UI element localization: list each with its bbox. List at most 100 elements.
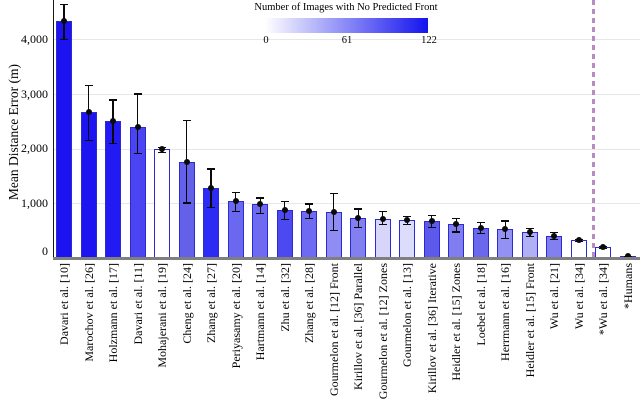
bar (56, 20, 72, 258)
mean-dot (600, 244, 607, 250)
error-cap-bottom (109, 143, 117, 145)
x-tick-label-text: Marochov et al. [26] (81, 263, 96, 362)
error-cap-bottom (84, 139, 93, 142)
error-cap-bottom (452, 231, 461, 233)
mean-dot (159, 146, 166, 152)
x-tick-label: Mohajerani et al. [19] (155, 263, 169, 411)
error-cap-bottom (403, 224, 412, 226)
divider-dashed-line (592, 0, 595, 257)
error-cap-top (525, 227, 534, 230)
x-tick-label: Kirillov et al. [36] Parallel (351, 263, 365, 411)
error-cap-top (231, 191, 240, 194)
mean-dot (453, 221, 460, 228)
gridline (53, 39, 640, 40)
error-cap-top (305, 203, 314, 205)
x-tick-label-text: Wu et al. [34] (571, 263, 586, 330)
error-cap-bottom (207, 207, 216, 209)
mean-dot (625, 253, 631, 260)
error-cap-top (452, 218, 461, 220)
error-cap-bottom (501, 237, 510, 240)
mean-dot (379, 216, 386, 223)
error-cap-bottom (550, 238, 559, 241)
error-cap-bottom (133, 152, 142, 155)
mean-dot (502, 226, 509, 232)
x-tick-label: Gourmelon et al. [12] Zones (376, 263, 390, 411)
x-tick-label: Kirillov et al. [36] Iterative (425, 263, 439, 411)
y-axis-label-text: Mean Distance Error (m) (5, 63, 21, 201)
mean-dot (85, 108, 92, 115)
x-tick-label-text: Zhang et al. [27] (204, 263, 219, 343)
mean-dot (61, 17, 67, 24)
x-tick-label-text: Kirillov et al. [36] Parallel (351, 263, 366, 390)
x-tick-label: Davari et al. [10] (57, 263, 71, 411)
x-tick-label-text: Hartmann et al. [14] (253, 263, 268, 361)
error-cap-bottom (280, 219, 289, 221)
x-tick-label: *Humans (621, 263, 635, 411)
x-tick-label-text: Wu et al. [21] (547, 263, 562, 330)
mean-dot (134, 124, 141, 131)
mean-dot (330, 209, 337, 215)
x-tick-label: Loebel et al. [18] (474, 263, 488, 411)
error-cap-top (427, 214, 436, 217)
gridline (53, 148, 640, 150)
x-tick-label-text: Kirillov et al. [36] Iterative (424, 263, 439, 394)
x-tick-label: Zhang et al. [27] (204, 263, 218, 411)
y-tick-label: 2,000 (21, 141, 48, 156)
x-tick-label: *Wu et al. [34] (596, 263, 610, 411)
mean-dot (208, 184, 215, 191)
x-tick-label-text: Loebel et al. [18] (473, 263, 488, 346)
x-tick-label: Periyasamy et al. [20] (229, 263, 243, 411)
error-cap-bottom (182, 202, 191, 204)
error-cap-bottom (231, 210, 240, 213)
error-cap-top (550, 231, 559, 234)
colorbar-gradient (265, 18, 428, 33)
error-cap-top (60, 3, 68, 6)
error-cap-top (207, 168, 216, 170)
y-tick-label: 1,000 (21, 196, 48, 211)
x-tick-label-text: Mohajerani et al. [19] (155, 263, 170, 368)
y-tick-label: 3,000 (21, 86, 48, 101)
x-axis-line (53, 257, 640, 260)
bar (154, 149, 171, 258)
x-tick-label-text: Gourmelon et al. [12] Front (326, 263, 341, 396)
error-cap-bottom (378, 224, 387, 226)
y-tick-label: 0 (42, 244, 48, 258)
error-cap-bottom (305, 218, 314, 220)
mean-dot (281, 206, 288, 213)
plot-area (53, 0, 640, 260)
error-cap-top (133, 93, 142, 95)
mean-dot (575, 236, 582, 243)
x-tick-label: Zhang et al. [28] (302, 263, 316, 411)
error-cap-top (329, 192, 338, 195)
x-tick-label-text: Zhu et al. [32] (277, 263, 292, 332)
x-tick-label-text: Periyasamy et al. [20] (228, 263, 243, 369)
mean-dot (306, 207, 313, 214)
y-tick-label: 4,000 (21, 31, 48, 46)
mean-dot (526, 228, 533, 235)
x-tick-label: Cheng et al. [24] (180, 263, 194, 411)
y-axis-label: Mean Distance Error (m) (4, 42, 22, 222)
x-tick-label: Marochov et al. [26] (82, 263, 96, 411)
x-tick-label: Herrmann et al. [16] (498, 263, 512, 411)
error-cap-top (403, 215, 412, 218)
x-tick-label: Heidler et al. [15] Front (523, 263, 537, 411)
x-tick-label: Hartmann et al. [14] (253, 263, 267, 411)
x-tick-label-text: Herrmann et al. [16] (498, 263, 513, 361)
error-cap-top (280, 201, 289, 203)
error-cap-top (84, 85, 93, 87)
x-tick-label-text: *Wu et al. [34] (596, 263, 611, 336)
x-tick-label: Heidler et al. [15] Zones (449, 263, 463, 411)
colorbar-tick-min: 0 (263, 35, 269, 46)
mean-dot (551, 233, 558, 240)
mean-dot (183, 159, 190, 166)
bar (399, 220, 416, 258)
x-tick-label: Holzmann et al. [17] (106, 263, 120, 411)
x-tick-label: Wu et al. [21] (547, 263, 561, 411)
error-cap-top (182, 120, 191, 122)
x-tick-label-text: *Humans (621, 263, 635, 309)
mean-dot (404, 217, 411, 224)
error-cap-top (476, 221, 485, 224)
gridline (53, 93, 640, 95)
colorbar-tick-max: 122 (421, 35, 437, 46)
x-tick-label-text: Davari et al. [11] (130, 263, 145, 345)
